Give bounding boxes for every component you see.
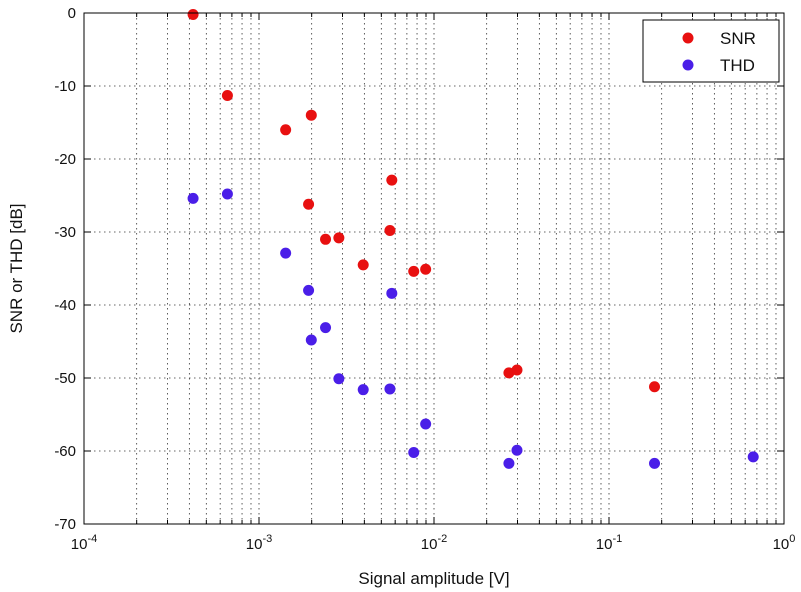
thd-point <box>503 457 515 469</box>
thd-point <box>408 446 420 458</box>
y-tick-label: -20 <box>54 151 76 168</box>
y-tick-label: -50 <box>54 370 76 387</box>
legend: SNR THD <box>642 19 780 83</box>
thd-point <box>747 451 759 463</box>
snr-point <box>384 225 396 237</box>
y-tick-label: -70 <box>54 516 76 533</box>
snr-point <box>280 124 292 136</box>
thd-point <box>305 334 317 346</box>
legend-box <box>642 19 780 83</box>
snr-point <box>420 263 432 275</box>
snr-point <box>305 109 317 121</box>
plot-frame <box>83 12 785 525</box>
thd-point <box>420 418 432 430</box>
thd-point <box>384 383 396 395</box>
data-points <box>187 8 759 469</box>
y-tick-label: -10 <box>54 78 76 95</box>
snr-point <box>386 174 398 186</box>
legend-marker-thd <box>682 59 694 71</box>
y-tick-label: -40 <box>54 297 76 314</box>
thd-point <box>280 247 292 259</box>
thd-point <box>333 373 345 385</box>
thd-point <box>303 284 315 296</box>
x-tick-label: 10-2 <box>421 533 447 553</box>
snr-point <box>221 89 233 101</box>
thd-point <box>357 384 369 396</box>
x-tick-label: 10-4 <box>71 533 97 553</box>
y-tick-label: -30 <box>54 224 76 241</box>
thd-point <box>187 192 199 204</box>
snr-point <box>649 381 661 393</box>
snr-point <box>187 8 199 20</box>
thd-point <box>221 188 233 200</box>
y-tick-label: 0 <box>68 5 76 22</box>
x-tick-label: 100 <box>773 533 796 553</box>
snr-point <box>357 259 369 271</box>
legend-marker-snr <box>682 32 694 44</box>
y-axis-label: SNR or THD [dB] <box>7 203 26 333</box>
thd-point <box>320 322 332 334</box>
axis-ticks <box>84 12 784 525</box>
y-tick-label: -60 <box>54 443 76 460</box>
legend-label-thd: THD <box>720 56 755 75</box>
x-tick-label: 10-3 <box>246 533 272 553</box>
snr-point <box>303 198 315 210</box>
x-axis-label: Signal amplitude [V] <box>358 569 509 588</box>
thd-point <box>386 287 398 299</box>
snr-point <box>408 265 420 277</box>
snr-point <box>333 232 345 244</box>
thd-point <box>511 444 523 456</box>
legend-label-snr: SNR <box>720 29 756 48</box>
snr-point <box>511 364 523 376</box>
x-tick-label: 10-1 <box>596 533 622 553</box>
snr-point <box>320 233 332 245</box>
thd-point <box>649 457 661 469</box>
